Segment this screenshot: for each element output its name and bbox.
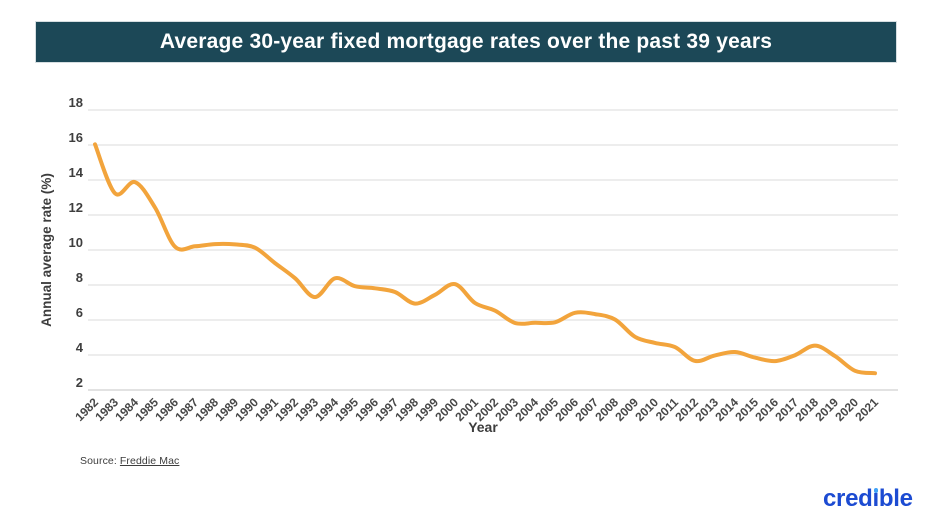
y-tick-label: 2 <box>76 375 83 390</box>
y-tick-label: 8 <box>76 270 83 285</box>
y-tick-label: 18 <box>69 95 83 110</box>
y-tick-label: 10 <box>69 235 83 250</box>
x-tick-label: 2021 <box>852 395 881 424</box>
logo-text-post: ble <box>878 485 913 512</box>
y-tick-label: 4 <box>76 340 84 355</box>
y-tick-label: 16 <box>69 130 83 145</box>
chart-title: Average 30-year fixed mortgage rates ove… <box>159 30 773 53</box>
credible-logo[interactable]: credıble <box>823 485 913 512</box>
y-axis-title: Annual average rate (%) <box>39 173 54 327</box>
logo-text-pre: cred <box>823 485 873 512</box>
y-tick-label: 12 <box>69 200 83 215</box>
source-prefix-label: Source: <box>80 455 117 467</box>
y-tick-label: 14 <box>69 165 84 180</box>
source-note: Source: Freddie Mac <box>80 455 179 467</box>
x-axis-title: Year <box>468 419 498 435</box>
y-tick-label: 6 <box>76 305 83 320</box>
source-link[interactable]: Freddie Mac <box>119 455 180 467</box>
rate-line <box>93 142 877 376</box>
logo-letter-i: ı <box>872 485 880 512</box>
chart-title-banner: Average 30-year fixed mortgage rates ove… <box>36 22 896 62</box>
